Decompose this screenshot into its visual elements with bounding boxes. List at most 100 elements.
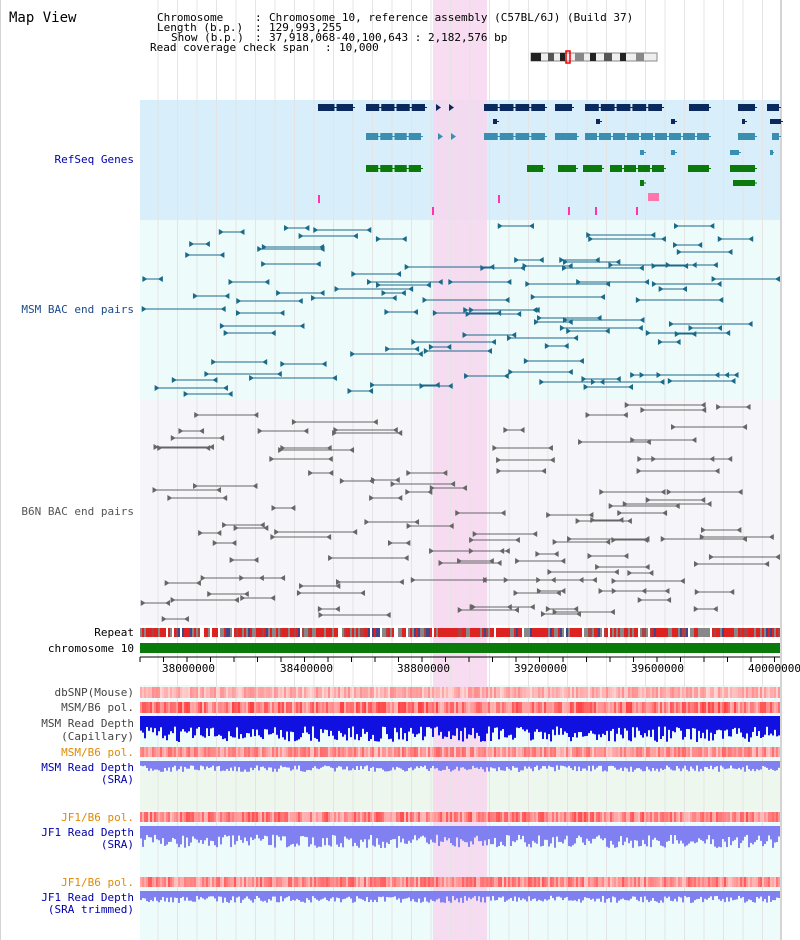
track-label-msm-bac[interactable]: MSM BAC end pairs xyxy=(21,303,134,316)
jf1-trim-depth-bar xyxy=(176,891,178,898)
track-label-chromosome[interactable]: chromosome 10 xyxy=(47,642,134,655)
pol-cell xyxy=(218,812,220,822)
pol-cell xyxy=(298,747,300,757)
pol-cell xyxy=(142,877,144,887)
b6n-bac-end xyxy=(219,435,225,441)
pol-cell xyxy=(348,747,350,757)
pol-cell xyxy=(582,687,584,698)
pol-cell xyxy=(416,747,418,757)
pol-cell xyxy=(272,687,274,698)
repeat-block xyxy=(346,628,348,637)
msm-bac-end xyxy=(391,295,397,301)
track-label-msm-pol-1[interactable]: MSM/B6 pol. xyxy=(61,701,134,714)
repeat-block xyxy=(470,628,472,637)
msm-sra-depth-bar xyxy=(654,761,656,771)
pol-cell xyxy=(766,812,768,822)
pol-cell xyxy=(594,877,596,887)
pol-cell xyxy=(566,877,568,887)
pol-cell xyxy=(198,812,200,822)
msm-cap-depth-bar xyxy=(392,716,394,742)
msm-bac-end xyxy=(608,262,614,268)
pol-cell xyxy=(392,702,394,713)
pol-cell xyxy=(744,747,746,757)
pol-cell xyxy=(290,877,292,887)
jf1-depth-bar xyxy=(562,826,564,844)
repeat-block xyxy=(152,628,154,637)
pol-cell xyxy=(438,687,440,698)
msm-sra-depth-bar xyxy=(730,761,732,766)
pol-cell xyxy=(194,702,196,713)
repeat-block xyxy=(484,628,486,637)
pol-cell xyxy=(286,877,288,887)
pol-cell xyxy=(224,687,226,698)
repeat-block xyxy=(242,628,244,637)
jf1-trim-depth-bar xyxy=(396,891,398,900)
pol-cell xyxy=(258,747,260,757)
jf1-depth-bar xyxy=(536,826,538,844)
pol-cell xyxy=(692,702,694,713)
msm-sra-depth-bar xyxy=(302,761,304,772)
msm-sra-depth-bar xyxy=(196,761,198,770)
pol-cell xyxy=(714,702,716,713)
track-label-jf1-depth[interactable]: JF1 Read Depth xyxy=(41,826,134,839)
b6n-bac-end xyxy=(546,512,552,518)
msm-sra-depth-bar xyxy=(772,761,774,770)
pol-cell xyxy=(218,687,220,698)
jf1-trim-depth-bar xyxy=(386,891,388,897)
b6n-bac-end xyxy=(429,548,435,554)
pol-cell xyxy=(616,747,618,757)
repeat-block xyxy=(274,628,276,637)
b6n-bac-end xyxy=(233,525,239,531)
jf1-depth-bar xyxy=(310,826,312,845)
pol-cell xyxy=(716,687,718,698)
msm-cap-depth-bar xyxy=(778,716,780,736)
jf1-depth-bar xyxy=(358,826,360,848)
pol-cell xyxy=(554,702,556,713)
track-label-msm-depth-sra[interactable]: MSM Read Depth xyxy=(41,761,134,774)
msm-cap-depth-bar xyxy=(456,716,458,729)
pol-cell xyxy=(246,702,248,713)
gene-exon xyxy=(616,104,631,111)
track-label-dbsnp[interactable]: dbSNP(Mouse) xyxy=(54,686,134,699)
b6n-bac-end xyxy=(271,505,277,511)
pol-cell xyxy=(656,687,658,698)
pol-cell xyxy=(494,877,496,887)
jf1-trim-depth-bar xyxy=(182,891,184,897)
pol-cell xyxy=(698,812,700,822)
b6n-bac-end xyxy=(575,518,581,524)
track-label-jf1-pol-1[interactable]: JF1/B6 pol. xyxy=(61,811,134,824)
track-label-jf1-pol-2[interactable]: JF1/B6 pol. xyxy=(61,876,134,889)
msm-sra-depth-bar xyxy=(322,761,324,767)
jf1-depth-bar xyxy=(414,826,416,836)
pol-cell xyxy=(494,747,496,757)
b6n-bac-end xyxy=(280,445,286,451)
track-label-jf1-trim[interactable]: JF1 Read Depth xyxy=(41,891,134,904)
msm-cap-depth-bar xyxy=(468,716,470,735)
pol-cell xyxy=(464,687,466,698)
b6n-bac-end xyxy=(333,427,339,433)
pol-cell xyxy=(768,747,770,757)
repeat-block xyxy=(342,628,344,637)
pol-cell xyxy=(650,687,652,698)
jf1-trim-depth-bar xyxy=(708,891,710,898)
msm-cap-depth-bar xyxy=(154,716,156,729)
track-label-msm-depth-cap-sub: (Capillary) xyxy=(61,730,134,743)
repeat-block xyxy=(148,628,150,637)
pol-cell xyxy=(728,747,730,757)
pol-cell xyxy=(708,747,710,757)
track-label-refseq[interactable]: RefSeq Genes xyxy=(54,153,134,166)
track-label-b6n-bac[interactable]: B6N BAC end pairs xyxy=(21,505,134,518)
pol-cell xyxy=(212,702,214,713)
jf1-depth-bar xyxy=(188,826,190,847)
pol-cell xyxy=(570,747,572,757)
msm-sra-depth-bar xyxy=(170,761,172,772)
track-label-repeat[interactable]: Repeat xyxy=(94,626,134,639)
repeat-block xyxy=(212,628,214,637)
repeat-block xyxy=(490,628,492,637)
track-label-msm-depth-cap[interactable]: MSM Read Depth xyxy=(41,717,134,730)
jf1-trim-depth-bar xyxy=(526,891,528,902)
track-label-msm-pol-2[interactable]: MSM/B6 pol. xyxy=(61,746,134,759)
b6n-bac-end xyxy=(693,606,699,612)
pol-cell xyxy=(632,747,634,757)
